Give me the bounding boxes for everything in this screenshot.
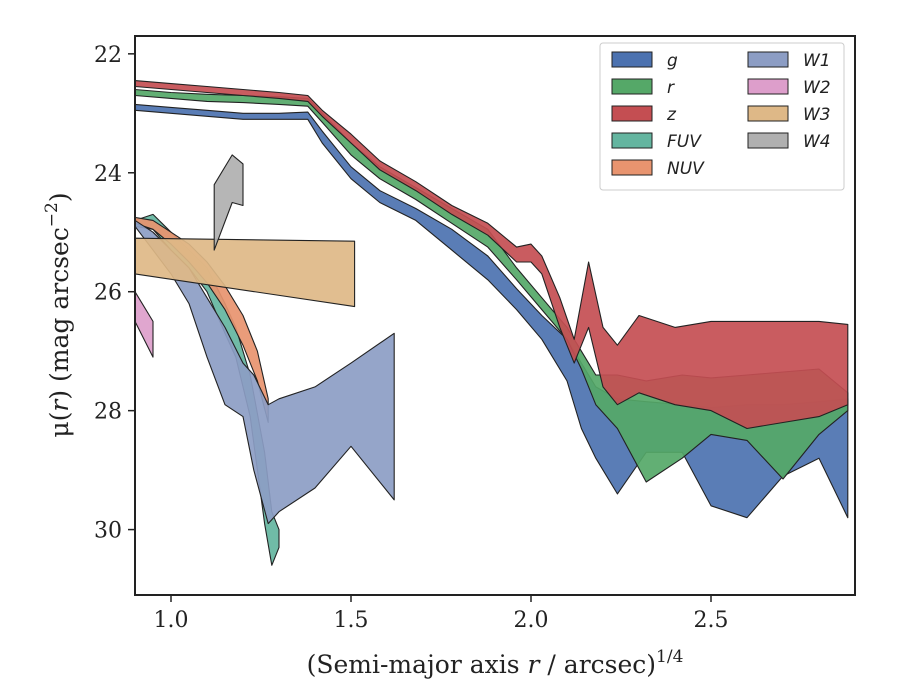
y-tick-label: 24 <box>94 162 122 187</box>
legend-label-w4: W4 <box>803 132 831 152</box>
x-tick-label: 1.5 <box>334 608 369 633</box>
y-tick-label: 22 <box>94 43 122 68</box>
y-axis-ticks: 22 24 26 28 30 <box>94 43 135 544</box>
legend-swatch-nuv <box>611 159 653 176</box>
legend-swatch-w1 <box>747 51 789 68</box>
band-w4 <box>213 154 244 251</box>
y-tick-label: 30 <box>94 519 122 544</box>
legend: grz FUV NUV W1 W2 W3 W4 <box>599 42 845 191</box>
band-z <box>135 80 849 430</box>
legend-label-w1: W1 <box>803 51 831 71</box>
legend-label-nuv: NUV <box>667 159 705 179</box>
legend-swatch-w4 <box>747 132 789 149</box>
legend-label-r: r <box>667 78 675 98</box>
x-tick-label: 2.0 <box>514 608 549 633</box>
axes-frame <box>134 35 856 596</box>
band-w3 <box>135 237 356 308</box>
legend-swatch-w3 <box>747 105 789 122</box>
band-w2 <box>135 291 154 358</box>
y-axis-label: μ(r) (mag arcsec−2) <box>42 192 74 437</box>
legend-swatch-w2 <box>747 78 789 95</box>
legend-label-w2: W2 <box>803 78 831 98</box>
legend-swatch-r <box>611 78 653 95</box>
legend-swatch-fuv <box>611 132 653 149</box>
legend-label-g: g <box>667 51 678 71</box>
x-tick-label: 2.5 <box>694 608 729 633</box>
band-w1 <box>135 219 395 525</box>
legend-swatch-g <box>611 51 653 68</box>
legend-swatch-z <box>611 105 653 122</box>
series-layer <box>135 80 849 566</box>
x-axis-ticks: 1.0 1.5 2.0 2.5 <box>154 595 729 633</box>
legend-label-z: z <box>666 105 677 125</box>
x-axis-label: (Semi-major axis r / arcsec)1/4 <box>307 647 684 679</box>
y-tick-label: 28 <box>94 400 122 425</box>
x-tick-label: 1.0 <box>154 608 189 633</box>
legend-label-fuv: FUV <box>667 132 702 152</box>
legend-label-w3: W3 <box>803 105 831 125</box>
y-tick-label: 26 <box>94 281 122 306</box>
